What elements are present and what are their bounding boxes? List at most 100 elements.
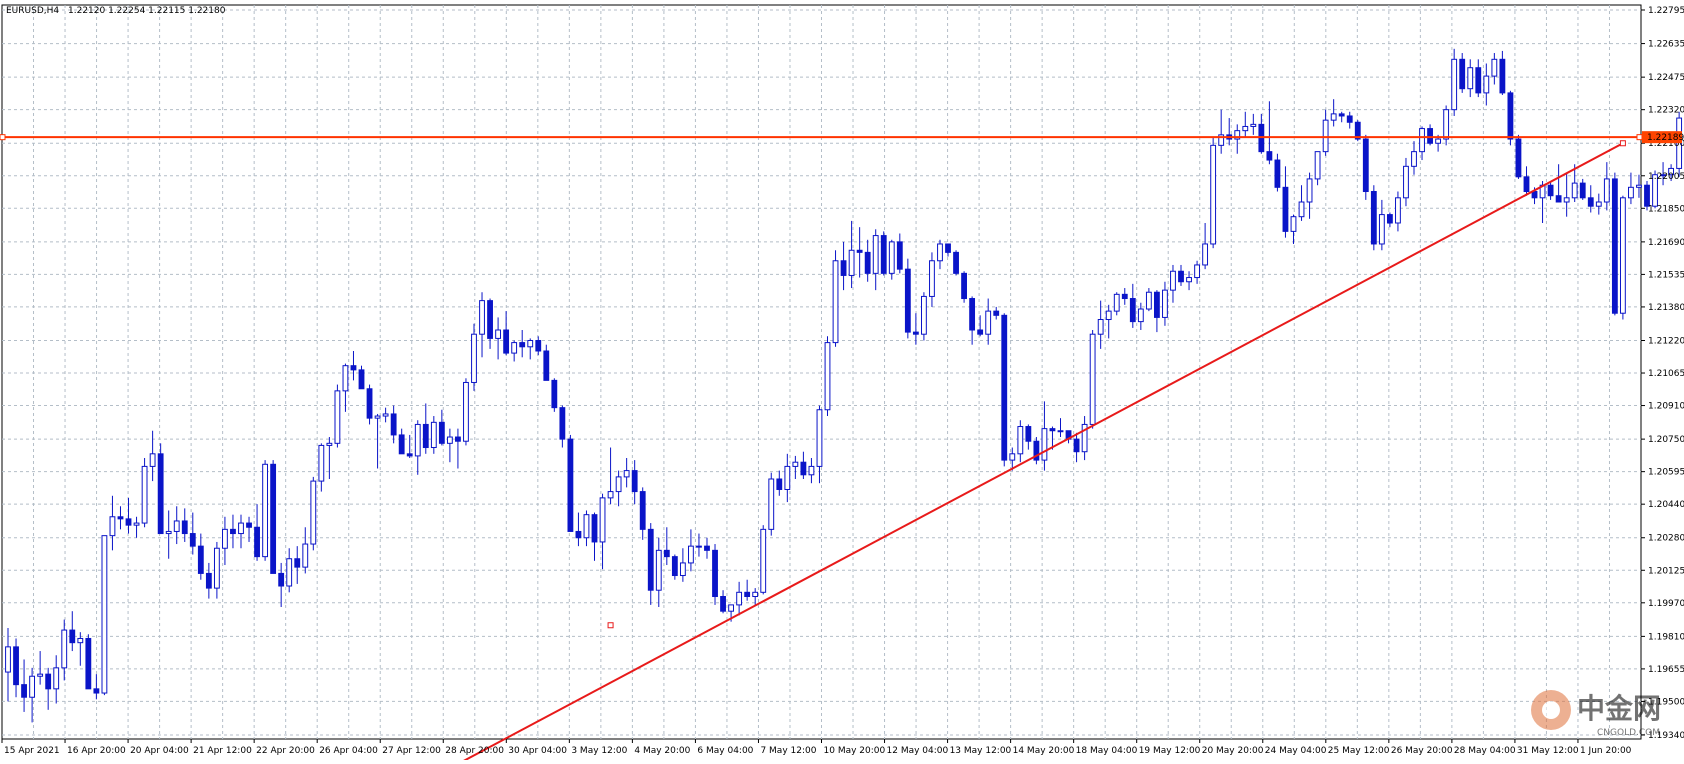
candle-body-bear (1129, 298, 1136, 323)
candle (430, 416, 437, 454)
price-tick-label: 1.22160 (1648, 139, 1684, 149)
candle (1314, 151, 1321, 186)
candle (1186, 271, 1192, 291)
candle (872, 229, 879, 291)
candle (921, 292, 927, 341)
candle-body-bear (406, 453, 413, 457)
current-price-label-box (1642, 131, 1682, 144)
candle-body-bull (173, 520, 180, 532)
candle (503, 311, 510, 356)
candle-body-bull (1322, 119, 1329, 153)
candle-body-bear (840, 260, 847, 276)
candle-body-bear (856, 249, 863, 253)
candle-body-bull (1041, 428, 1048, 461)
drawn-lines[interactable] (0, 134, 1643, 764)
candle-body-bear (1523, 176, 1530, 193)
candle (1619, 195, 1626, 320)
candle-body-bull (1451, 58, 1458, 111)
candle-body-bull (342, 365, 349, 392)
candle-body-bear (1515, 138, 1522, 178)
candle-body-bull (728, 604, 734, 612)
candle (977, 315, 984, 337)
time-tick-label: 27 Apr 12:00 (382, 746, 441, 756)
candle-body-bull (1202, 243, 1209, 266)
candle-body-bear (21, 684, 27, 698)
candle (109, 495, 116, 551)
price-tick-label: 1.21380 (1648, 303, 1684, 313)
candle-body-bull (1081, 423, 1088, 453)
candle-body-bear (961, 272, 967, 300)
price-axis: 1.22795 1.22635 1.22475 1.22320 1.22160 1.220… (1641, 6, 1684, 741)
candle-body-bull (1403, 165, 1409, 199)
candle (575, 512, 582, 547)
chart-ohlc-values: 1.22120 1.22254 1.22115 1.22180 (68, 6, 226, 16)
candle-body-bear (181, 520, 188, 535)
candle-body-bull (888, 241, 895, 274)
candle-body-bear (864, 251, 871, 274)
candle-body-bull (1250, 123, 1257, 127)
candle-body-bear (1427, 128, 1433, 144)
candle (286, 548, 293, 593)
candle-body-bull (310, 480, 317, 545)
candle (816, 405, 823, 484)
candle-body-bear (1266, 151, 1273, 161)
candle-body-bull (1378, 214, 1385, 245)
candle-body-bull (238, 522, 244, 535)
candle (1170, 264, 1176, 303)
candle (1049, 426, 1056, 450)
candle (1515, 134, 1522, 179)
candle (254, 504, 260, 561)
candle-body-bull (760, 528, 767, 593)
candle (318, 443, 325, 492)
candle (222, 516, 228, 566)
trendline-anchor-end[interactable] (1619, 140, 1626, 147)
candle-body-bear (1282, 186, 1289, 232)
candle-body-bear (1370, 191, 1377, 245)
candle-body-bull (1306, 178, 1313, 203)
candle-body-bear (45, 673, 52, 690)
hline-anchor-left[interactable] (0, 134, 6, 141)
candle (1523, 166, 1530, 196)
candle (535, 336, 542, 356)
price-tick-label: 1.21850 (1648, 204, 1684, 214)
price-tick-label: 1.19340 (1648, 731, 1684, 741)
candle (53, 655, 60, 704)
candle-body-bull (286, 558, 293, 587)
candle-body-bear (1531, 191, 1538, 199)
current-price-label: 1.22189 (1647, 133, 1684, 143)
price-tick-label: 1.19970 (1648, 599, 1684, 609)
candle-body-bull (1395, 197, 1401, 224)
candle-body-bull (872, 235, 879, 274)
time-tick-label: 28 Apr 20:00 (445, 746, 504, 756)
hline-anchor-right[interactable] (1636, 134, 1643, 141)
candle-body-bull (599, 497, 606, 543)
candle (583, 510, 590, 547)
candle (1210, 136, 1217, 249)
candle (197, 533, 204, 580)
candle (125, 497, 132, 534)
candle-body-bull (1571, 182, 1578, 199)
candle-body-bull (1563, 197, 1570, 203)
candle-body-bull (824, 342, 831, 411)
candle-body-bull (688, 545, 694, 564)
candle (655, 537, 662, 607)
candle (366, 384, 373, 425)
candle-body-bull (808, 465, 815, 476)
candle-body-bear (880, 235, 887, 274)
candle (1089, 330, 1096, 429)
candle-body-bear (13, 646, 19, 686)
candle-body-bull (334, 390, 341, 444)
candle-body-bull (736, 591, 743, 606)
candle (760, 525, 767, 595)
candle (559, 405, 566, 448)
trendline-anchor[interactable] (607, 622, 614, 629)
candle (1547, 181, 1554, 200)
time-tick-label: 20 May 20:00 (1202, 746, 1264, 756)
candle-body-bull (848, 249, 855, 276)
candle (230, 514, 236, 549)
candle (93, 674, 100, 700)
trend-line[interactable] (418, 142, 1624, 764)
price-tick-label: 1.20280 (1648, 534, 1684, 544)
